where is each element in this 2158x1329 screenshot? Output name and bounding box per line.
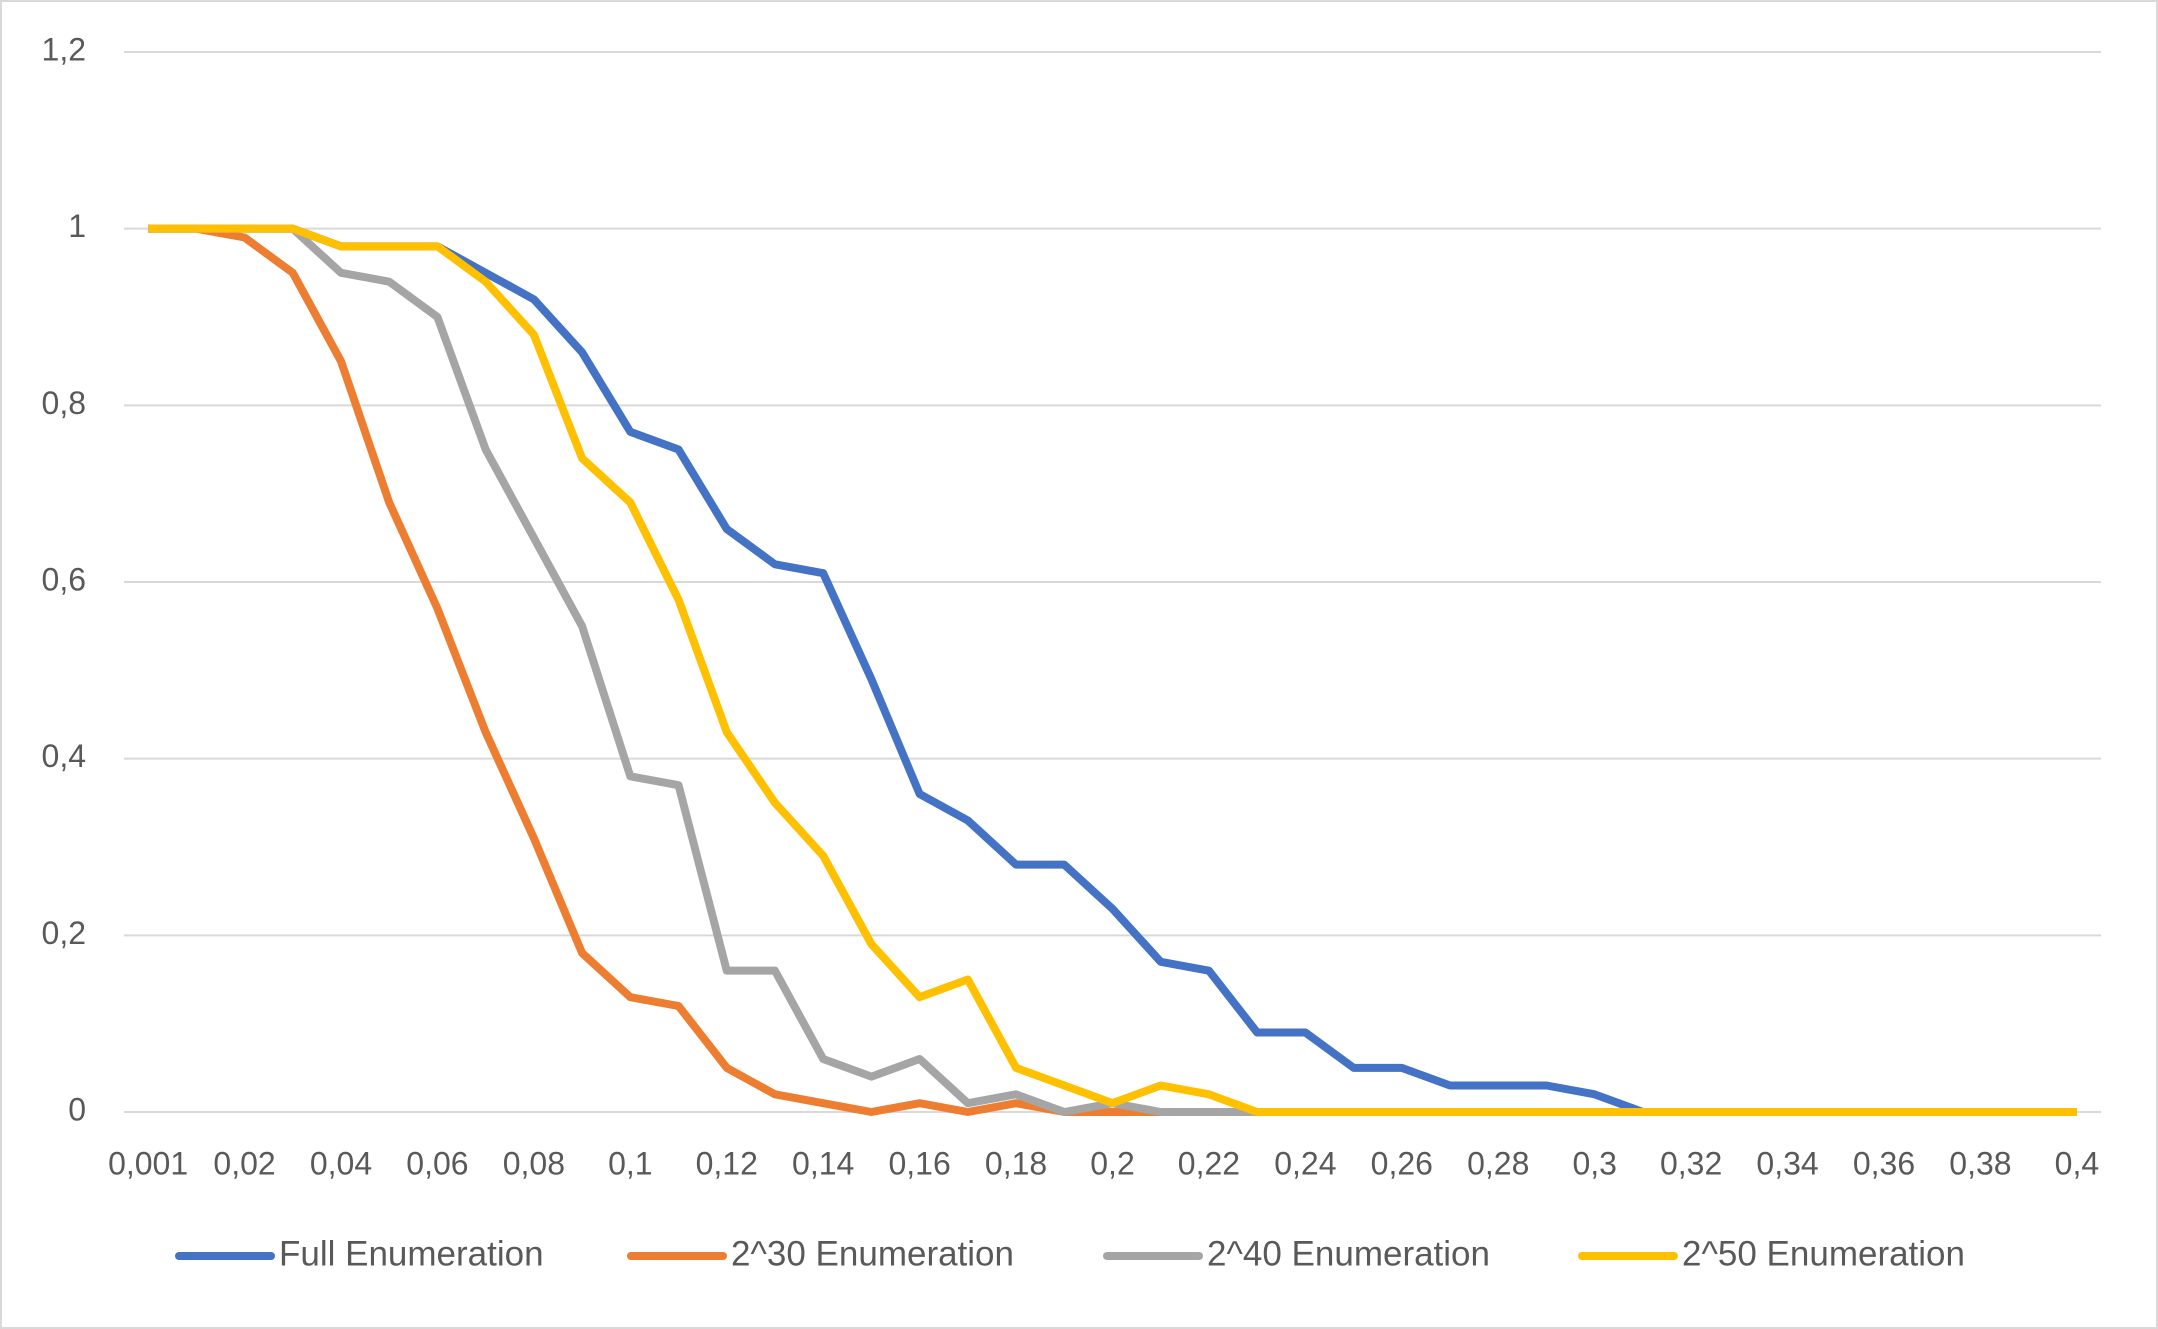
legend-label: Full Enumeration [279, 1234, 544, 1273]
x-tick-label: 0,18 [985, 1145, 1047, 1181]
x-tick-label: 0,06 [406, 1145, 468, 1181]
legend-label: 2^50 Enumeration [1682, 1234, 1965, 1273]
x-tick-label: 0,24 [1274, 1145, 1336, 1181]
y-tick-label: 1 [68, 208, 86, 244]
x-tick-label: 0,36 [1853, 1145, 1915, 1181]
y-tick-label: 0 [68, 1091, 86, 1127]
x-tick-label: 0,38 [1949, 1145, 2011, 1181]
x-tick-label: 0,14 [792, 1145, 854, 1181]
x-tick-label: 0,02 [213, 1145, 275, 1181]
x-tick-label: 0,16 [888, 1145, 950, 1181]
x-tick-label: 0,32 [1660, 1145, 1722, 1181]
x-tick-label: 0,04 [310, 1145, 372, 1181]
x-tick-label: 0,08 [503, 1145, 565, 1181]
x-tick-label: 0,22 [1178, 1145, 1240, 1181]
y-tick-label: 0,4 [42, 738, 86, 774]
x-tick-label: 0,26 [1371, 1145, 1433, 1181]
x-tick-label: 0,001 [108, 1145, 188, 1181]
x-tick-label: 0,34 [1756, 1145, 1818, 1181]
line-series [148, 224, 2077, 1116]
y-tick-label: 0,8 [42, 385, 86, 421]
x-tick-label: 0,2 [1090, 1145, 1134, 1181]
x-tick-label: 0,28 [1467, 1145, 1529, 1181]
x-tick-label: 0,12 [696, 1145, 758, 1181]
legend-label: 2^30 Enumeration [731, 1234, 1014, 1273]
x-tick-label: 0,3 [1572, 1145, 1616, 1181]
y-tick-label: 1,2 [42, 31, 86, 67]
legend-label: 2^40 Enumeration [1207, 1234, 1490, 1273]
x-tick-label: 0,1 [608, 1145, 652, 1181]
x-tick-label: 0,4 [2055, 1145, 2099, 1181]
y-tick-label: 0,6 [42, 561, 86, 597]
y-tick-label: 0,2 [42, 915, 86, 951]
